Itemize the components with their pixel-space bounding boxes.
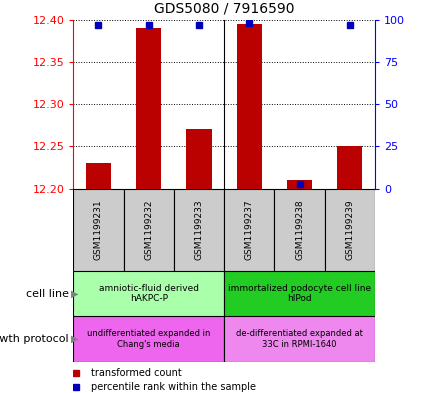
- Bar: [136, 28, 161, 189]
- Text: GSM1199232: GSM1199232: [144, 200, 153, 260]
- Bar: [324, 189, 374, 271]
- Bar: [86, 163, 111, 189]
- Bar: [73, 271, 224, 316]
- Text: ▶: ▶: [71, 334, 78, 344]
- Bar: [286, 180, 311, 189]
- Text: percentile rank within the sample: percentile rank within the sample: [91, 382, 256, 392]
- Text: ▶: ▶: [71, 289, 78, 299]
- Text: de-differentiated expanded at
33C in RPMI-1640: de-differentiated expanded at 33C in RPM…: [236, 329, 362, 349]
- Bar: [224, 189, 274, 271]
- Text: GSM1199238: GSM1199238: [295, 200, 303, 260]
- Text: growth protocol: growth protocol: [0, 334, 69, 344]
- Text: GSM1199231: GSM1199231: [94, 200, 103, 260]
- Title: GDS5080 / 7916590: GDS5080 / 7916590: [154, 2, 294, 16]
- Text: GSM1199233: GSM1199233: [194, 200, 203, 260]
- Text: amniotic-fluid derived
hAKPC-P: amniotic-fluid derived hAKPC-P: [98, 284, 198, 303]
- Bar: [274, 189, 324, 271]
- Text: GSM1199237: GSM1199237: [244, 200, 253, 260]
- Text: cell line: cell line: [26, 289, 69, 299]
- Bar: [186, 129, 211, 189]
- Text: GSM1199239: GSM1199239: [344, 200, 353, 260]
- Bar: [73, 189, 123, 271]
- Bar: [337, 146, 362, 189]
- Bar: [123, 189, 173, 271]
- Bar: [224, 271, 374, 316]
- Text: transformed count: transformed count: [91, 367, 182, 378]
- Text: immortalized podocyte cell line
hIPod: immortalized podocyte cell line hIPod: [227, 284, 370, 303]
- Text: undifferentiated expanded in
Chang's media: undifferentiated expanded in Chang's med…: [87, 329, 210, 349]
- Bar: [224, 316, 374, 362]
- Bar: [236, 24, 261, 189]
- Bar: [173, 189, 224, 271]
- Bar: [73, 316, 224, 362]
